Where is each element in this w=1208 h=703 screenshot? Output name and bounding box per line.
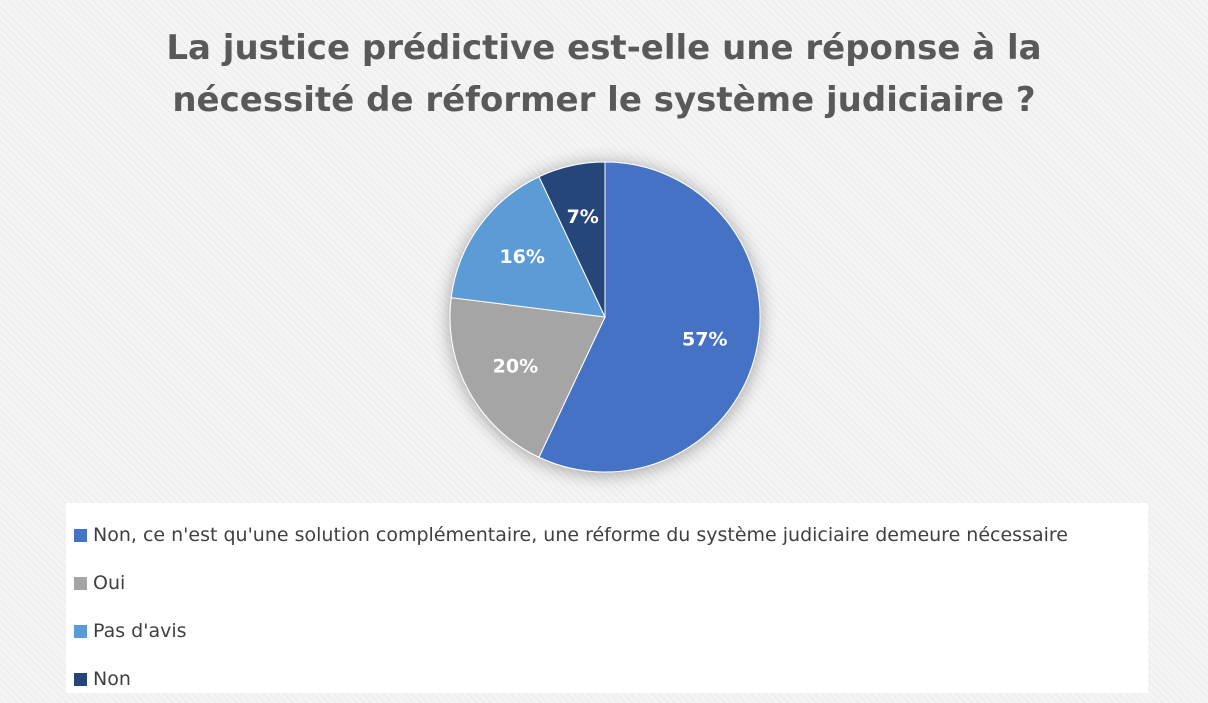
data-label-pas-d-avis: 16% — [499, 246, 544, 268]
legend-label: Non, ce n'est qu'une solution complément… — [93, 524, 1068, 546]
pie-slice-pas-d-avis[interactable] — [450, 176, 606, 318]
data-label-oui: 20% — [493, 355, 538, 377]
legend-item-oui[interactable]: Oui — [66, 559, 1148, 607]
legend-label: Pas d'avis — [93, 620, 187, 642]
legend-swatch — [74, 672, 87, 686]
legend-item-non[interactable]: Non — [66, 655, 1148, 703]
chart-title-line-2: nécessité de réformer le système judicia… — [172, 80, 1036, 120]
legend-swatch — [74, 576, 87, 590]
legend-label: Non — [93, 668, 131, 690]
chart-title-line-1: La justice prédictive est-elle une répon… — [166, 28, 1042, 68]
legend-swatch — [74, 624, 87, 638]
pie-slice-non[interactable] — [538, 161, 606, 318]
pie-slice-non-complementaire[interactable] — [538, 161, 761, 473]
chart-title: La justice prédictive est-elle une répon… — [0, 22, 1208, 126]
pie-slices — [449, 161, 761, 473]
legend-item-non-complementaire[interactable]: Non, ce n'est qu'une solution complément… — [66, 511, 1148, 559]
legend-item-pas-d-avis[interactable]: Pas d'avis — [66, 607, 1148, 655]
data-label-non-complementaire: 57% — [682, 328, 727, 350]
legend-swatch — [74, 528, 87, 542]
data-label-non: 7% — [567, 206, 599, 228]
legend: Non, ce n'est qu'une solution complément… — [66, 503, 1148, 693]
legend-label: Oui — [93, 572, 126, 594]
pie-data-labels: 57% 20% 16% 7% — [493, 206, 728, 377]
pie-slice-oui[interactable] — [449, 297, 606, 458]
